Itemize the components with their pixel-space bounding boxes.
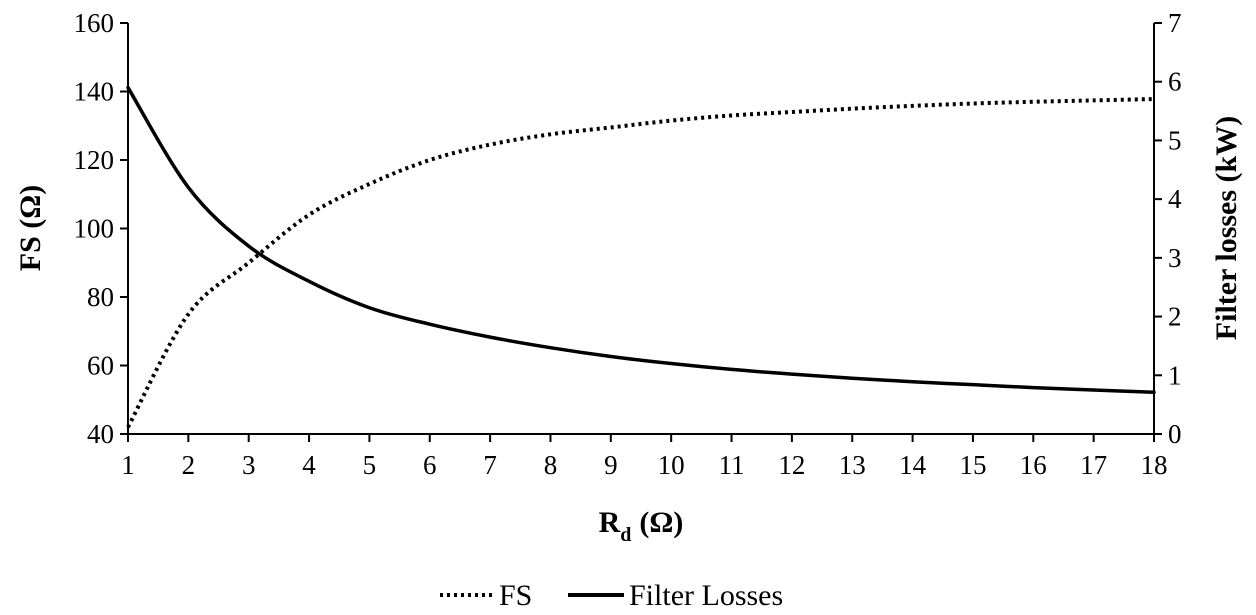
- x-tick-label: 8: [544, 450, 558, 480]
- x-tick-label: 15: [959, 450, 986, 480]
- y2-tick-label: 0: [1168, 419, 1182, 449]
- y2-tick-label: 1: [1168, 360, 1182, 390]
- y2-tick-label: 5: [1168, 125, 1182, 155]
- series-layer: [126, 85, 1156, 429]
- x-tick-label: 16: [1020, 450, 1047, 480]
- x-tick-label: 7: [483, 450, 497, 480]
- y-tick-label: 80: [87, 282, 114, 312]
- y2-tick-label: 2: [1168, 302, 1182, 332]
- legend-fs-label: FS: [499, 579, 532, 612]
- y-tick-label: 140: [74, 77, 115, 107]
- x-axis-title-subscript: d: [620, 524, 631, 546]
- y2-axis-title: Filter losses (kW): [1210, 116, 1243, 340]
- legend-filter-losses-label: Filter Losses: [629, 579, 783, 612]
- x-tick-label: 11: [719, 450, 745, 480]
- y-tick-label: 120: [74, 145, 115, 175]
- x-axis-title-main: R: [599, 506, 621, 539]
- x-tick-label: 4: [302, 450, 316, 480]
- y2-tick-label: 3: [1168, 243, 1182, 273]
- x-axis-title-unit: (Ω): [639, 506, 683, 539]
- y-tick-label: 160: [74, 8, 115, 38]
- x-tick-label: 6: [423, 450, 437, 480]
- x-tick-label: 10: [658, 450, 685, 480]
- x-tick-label: 18: [1141, 450, 1168, 480]
- x-axis-title: Rd (Ω): [599, 506, 684, 546]
- x-tick-label: 12: [778, 450, 805, 480]
- y2-tick-label: 7: [1168, 8, 1182, 38]
- x-tick-label: 5: [363, 450, 377, 480]
- y-tick-label: 60: [87, 351, 114, 381]
- y2-tick-label: 6: [1168, 67, 1182, 97]
- x-tick-label: 2: [182, 450, 196, 480]
- axes-layer: [127, 23, 1155, 435]
- x-tick-label: 14: [899, 450, 927, 480]
- y-tick-label: 100: [74, 214, 115, 244]
- y-tick-label: 40: [87, 419, 114, 449]
- x-tick-label: 1: [121, 450, 135, 480]
- y2-tick-label: 4: [1168, 184, 1182, 214]
- series-fs-line: [126, 97, 1155, 429]
- x-tick-label: 3: [242, 450, 256, 480]
- x-tick-label: 13: [839, 450, 866, 480]
- series-filter-losses-line: [126, 85, 1156, 395]
- y-axis-title: FS (Ω): [14, 185, 47, 272]
- legend: FS Filter Losses: [440, 579, 783, 612]
- x-tick-label: 9: [604, 450, 618, 480]
- x-tick-label: 17: [1080, 450, 1107, 480]
